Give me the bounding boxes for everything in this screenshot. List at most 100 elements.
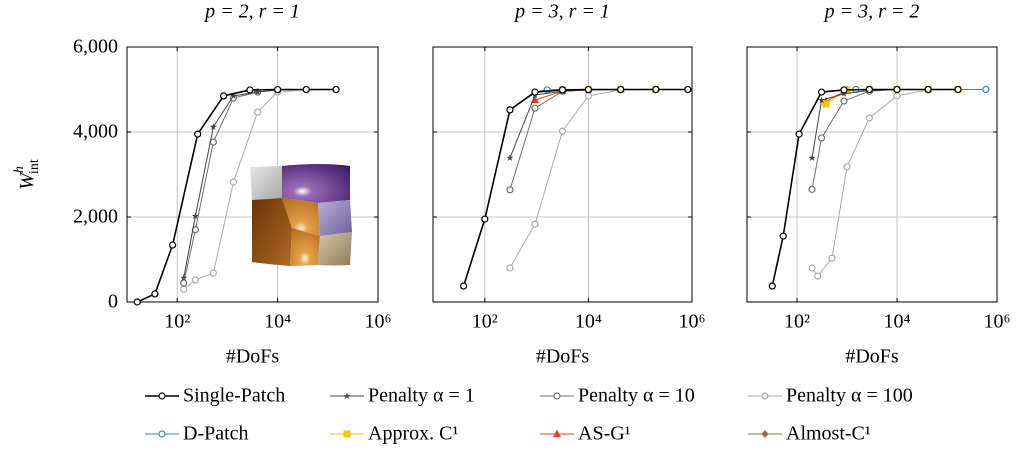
marker — [333, 87, 339, 93]
marker — [585, 93, 591, 99]
marker — [894, 87, 900, 93]
marker — [844, 164, 850, 170]
marker — [482, 216, 488, 222]
marker — [553, 430, 561, 438]
marker — [181, 286, 187, 292]
marker — [894, 93, 900, 99]
x-tick-label: 10⁴ — [884, 311, 911, 333]
y-tick-label: 6,000 — [73, 36, 118, 58]
chart-title: p = 3, r = 1 — [513, 1, 610, 23]
marker — [653, 87, 659, 93]
marker — [819, 89, 825, 95]
marker — [532, 89, 538, 95]
chart-title: p = 2, r = 1 — [203, 1, 300, 23]
y-label-sup: h — [12, 166, 27, 173]
x-axis-label: #DoFs — [536, 346, 590, 368]
marker — [618, 87, 624, 93]
marker — [685, 87, 691, 93]
marker — [170, 242, 176, 248]
marker — [762, 393, 768, 399]
legend-label: Almost-C¹ — [786, 423, 871, 445]
marker — [221, 93, 227, 99]
marker — [866, 115, 872, 121]
marker — [507, 107, 513, 113]
marker — [195, 131, 201, 137]
legend-label: Approx. C¹ — [368, 423, 458, 445]
marker — [532, 221, 538, 227]
legend-label: AS-G¹ — [578, 423, 631, 445]
marker — [134, 299, 140, 305]
legend-label: Penalty α = 100 — [786, 385, 913, 407]
legend-item: D-Patch — [145, 423, 249, 445]
marker — [780, 233, 786, 239]
marker — [507, 265, 513, 271]
legend-item: Approx. C¹ — [330, 423, 458, 445]
legend-label: Single-Patch — [183, 385, 285, 407]
marker — [769, 283, 775, 289]
x-tick-label: 10⁶ — [984, 311, 1011, 333]
marker — [507, 187, 513, 193]
x-tick-label: 10² — [784, 311, 810, 333]
marker — [230, 179, 236, 185]
legend-item: AS-G¹ — [540, 423, 631, 445]
marker — [925, 87, 931, 93]
marker — [585, 87, 591, 93]
x-tick-label: 10⁴ — [575, 311, 602, 333]
marker — [762, 430, 769, 438]
marker — [819, 135, 825, 141]
x-axis-label: #DoFs — [845, 346, 899, 368]
marker — [210, 139, 216, 145]
marker — [247, 87, 253, 93]
marker — [559, 87, 565, 93]
x-tick-label: 10⁴ — [264, 311, 291, 333]
x-tick-label: 10² — [472, 311, 498, 333]
y-axis-label: Whint — [12, 159, 42, 190]
x-axis-label: #DoFs — [226, 346, 280, 368]
legend-item: Almost-C¹ — [748, 423, 871, 445]
marker — [559, 128, 565, 134]
marker — [344, 431, 351, 438]
marker — [210, 270, 216, 276]
marker — [796, 131, 802, 137]
marker — [841, 87, 847, 93]
legend-item: Single-Patch — [145, 385, 285, 407]
chart-title: p = 3, r = 2 — [823, 1, 920, 23]
marker — [532, 105, 538, 111]
marker — [815, 273, 821, 279]
marker — [841, 98, 847, 104]
x-tick-label: 10⁶ — [365, 311, 392, 333]
marker — [159, 393, 165, 399]
legend-label: D-Patch — [183, 423, 249, 445]
y-tick-label: 0 — [108, 291, 118, 313]
marker — [303, 87, 309, 93]
marker — [955, 87, 961, 93]
marker — [554, 393, 560, 399]
y-label-sub: int — [27, 159, 42, 174]
marker — [983, 87, 989, 93]
marker — [255, 109, 261, 115]
marker — [275, 87, 281, 93]
marker — [829, 255, 835, 261]
marker — [822, 100, 829, 107]
surface-inset — [250, 164, 352, 266]
marker — [192, 277, 198, 283]
marker — [461, 283, 467, 289]
y-tick-label: 2,000 — [73, 206, 118, 228]
legend-item: Penalty α = 10 — [540, 385, 695, 407]
legend-label: Penalty α = 1 — [368, 385, 475, 407]
marker — [809, 265, 815, 271]
marker — [866, 87, 872, 93]
plot-area — [747, 47, 997, 302]
legend-item: Penalty α = 1 — [330, 385, 475, 407]
marker — [809, 186, 815, 192]
x-tick-label: 10⁶ — [679, 311, 706, 333]
legend-item: Penalty α = 100 — [748, 385, 913, 407]
plot-area — [433, 47, 692, 302]
legend-label: Penalty α = 10 — [578, 385, 695, 407]
y-tick-label: 4,000 — [73, 121, 118, 143]
marker — [152, 291, 158, 297]
x-tick-label: 10² — [164, 311, 190, 333]
marker — [159, 431, 165, 437]
